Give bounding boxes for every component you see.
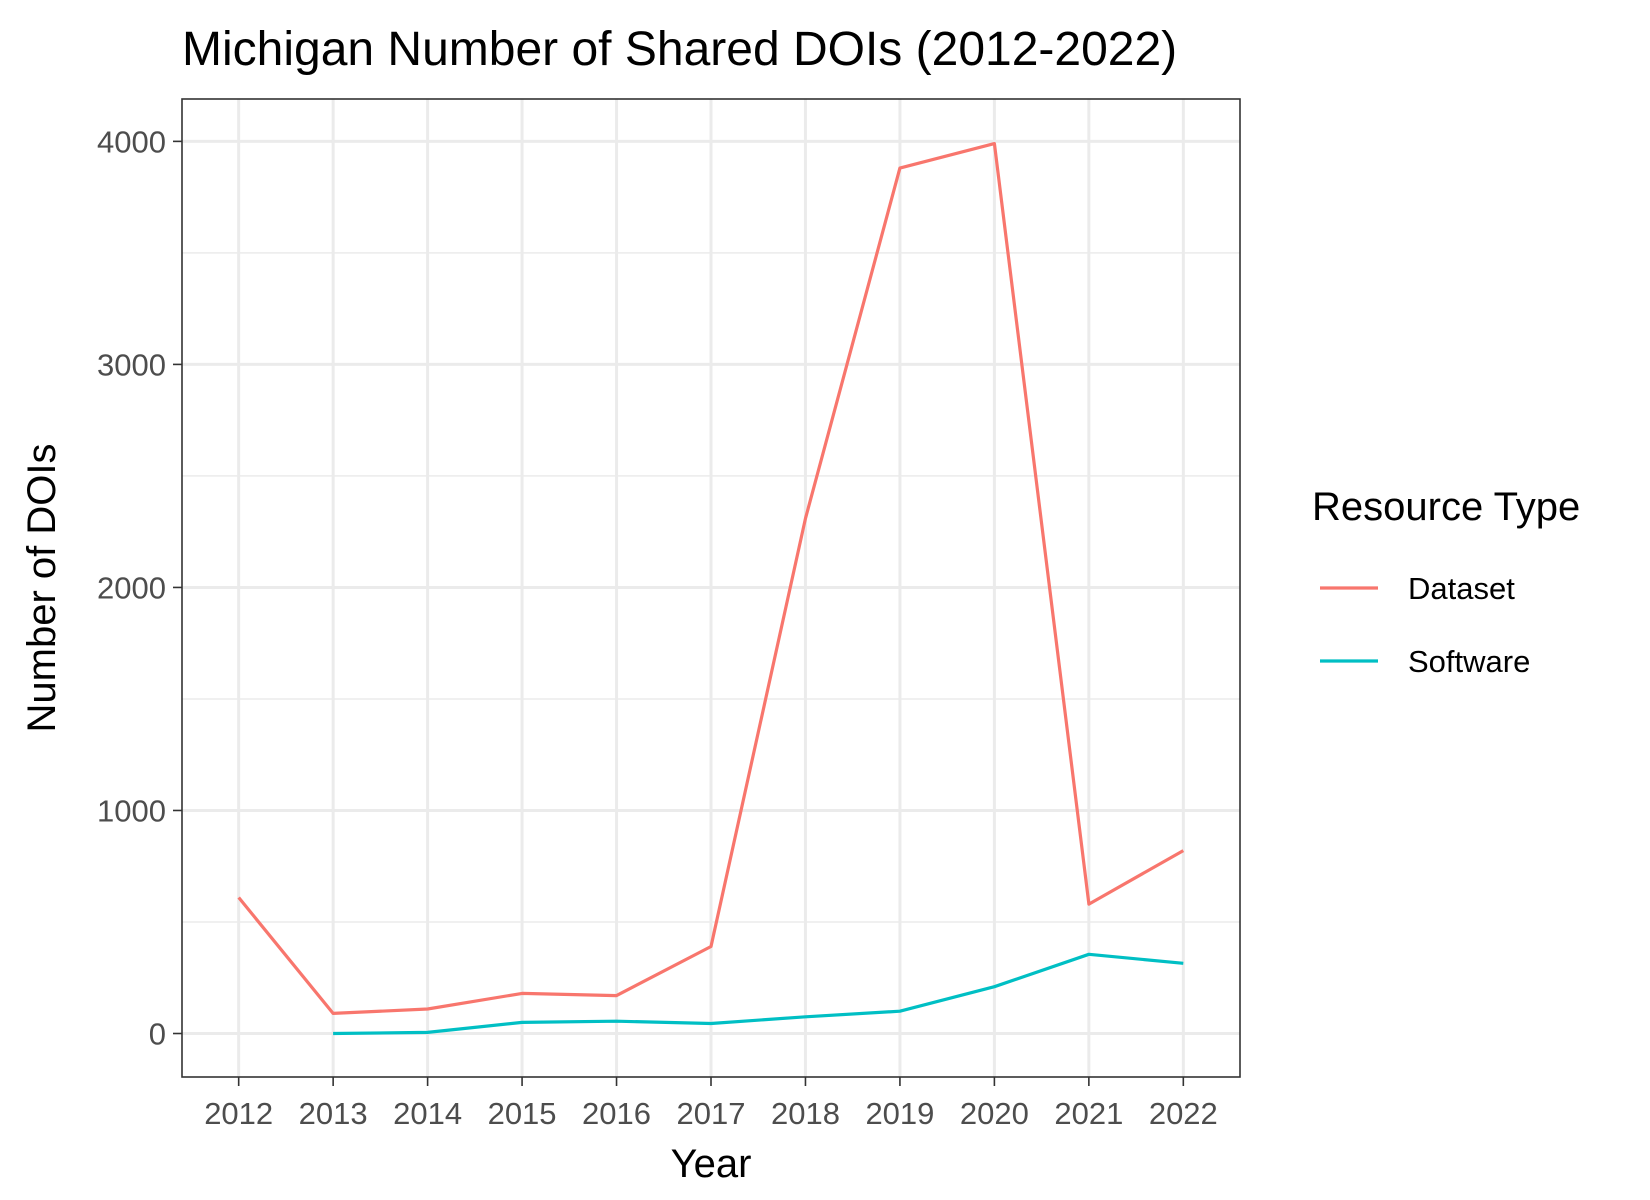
grid <box>182 99 1240 1077</box>
chart-title: Michigan Number of Shared DOIs (2012-202… <box>182 23 1177 76</box>
y-tick-label: 0 <box>149 1017 166 1052</box>
x-tick-label: 2013 <box>299 1096 368 1131</box>
y-tick-label: 2000 <box>97 570 166 605</box>
y-tick-label: 1000 <box>97 793 166 828</box>
x-tick-label: 2019 <box>865 1096 934 1131</box>
axis-ticks: 0 1000 2000 3000 4000 2012 2013 2014 2015 2016 201… <box>97 124 1218 1131</box>
y-axis-title: Number of DOIs <box>20 444 64 733</box>
series-lines <box>237 142 1185 1036</box>
x-tick-label: 2022 <box>1149 1096 1218 1131</box>
legend-label-dataset: Dataset <box>1408 571 1515 606</box>
y-tick-label: 3000 <box>97 347 166 382</box>
y-tick-label: 4000 <box>97 124 166 159</box>
x-tick-label: 2018 <box>771 1096 840 1131</box>
x-axis-title: Year <box>671 1142 752 1186</box>
x-tick-label: 2016 <box>582 1096 651 1131</box>
x-tick-label: 2020 <box>960 1096 1029 1131</box>
x-tick-label: 2014 <box>393 1096 462 1131</box>
x-tick-label: 2017 <box>677 1096 746 1131</box>
x-tick-label: 2012 <box>204 1096 273 1131</box>
legend-title: Resource Type <box>1312 485 1580 529</box>
legend-label-software: Software <box>1408 644 1530 679</box>
series-line-software <box>333 952 1184 1036</box>
x-tick-label: 2015 <box>488 1096 557 1131</box>
legend: Resource Type Dataset Software <box>1312 485 1580 679</box>
legend-items: Dataset Software <box>1320 571 1530 679</box>
x-tick-label: 2021 <box>1054 1096 1123 1131</box>
series-line-dataset <box>237 142 1185 1016</box>
